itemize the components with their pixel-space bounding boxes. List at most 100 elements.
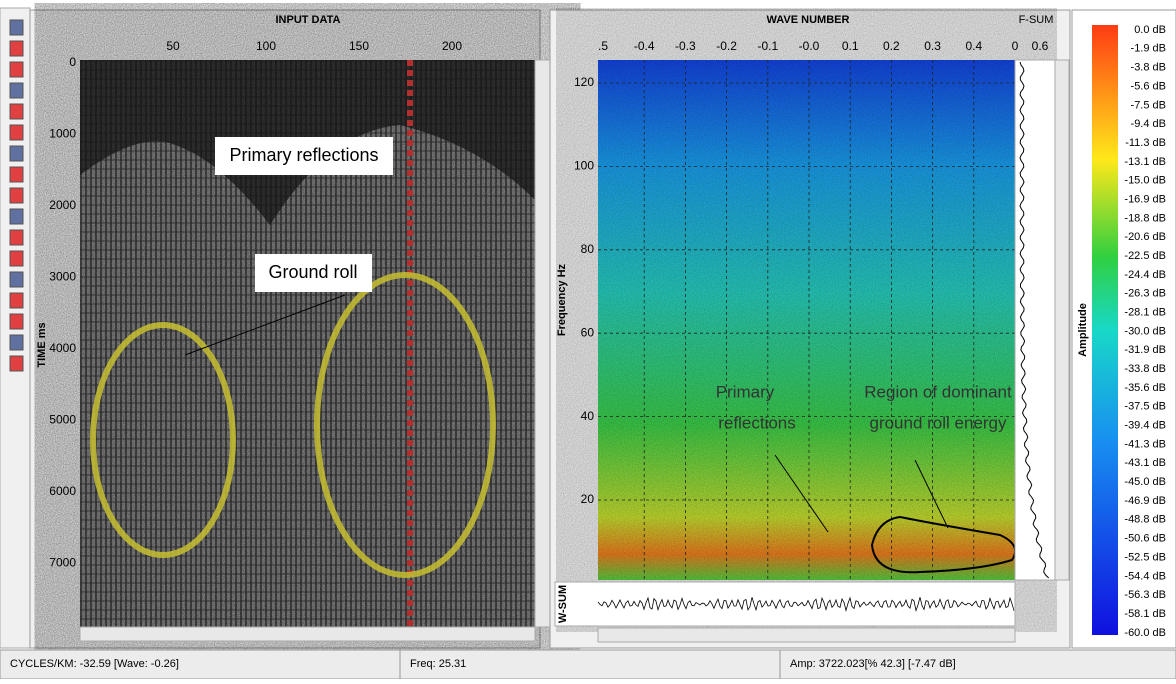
y-tick-label: 0 [69,55,76,69]
tool-button[interactable] [10,167,23,182]
y-tick-label: 120 [574,75,594,89]
tool-button[interactable] [10,20,23,35]
colorbar-label: -16.9 dB [1124,193,1166,205]
page: INPUT DATA501001502000100020003000400050… [0,0,1176,679]
x-tick-label: -0.2 [716,39,737,53]
y-axis-label: TIME ms [36,322,48,367]
colorbar-label: -7.5 dB [1131,99,1166,111]
colorbar-label: -33.8 dB [1124,363,1166,375]
tool-button[interactable] [10,83,23,98]
colorbar-label: -60.0 dB [1124,627,1166,639]
y-tick-label: 5000 [49,413,76,427]
status-text: CYCLES/KM: -32.59 [Wave: -0.26] [10,658,179,670]
x-tick-label: 0.2 [883,39,900,53]
colorbar-label: -24.4 dB [1124,269,1166,281]
colorbar-label: -26.3 dB [1124,288,1166,300]
x-tick-label: 200 [442,39,462,53]
colorbar-label: -3.8 dB [1131,62,1166,74]
colorbar-label: -1.9 dB [1131,43,1166,55]
x-tick-label: 150 [349,39,369,53]
x-tick-label: 0.3 [924,39,941,53]
y-tick-label: 3000 [49,270,76,284]
y-tick-label: 80 [581,242,595,256]
tool-button[interactable] [10,356,23,371]
panel-title: INPUT DATA [276,14,341,26]
colorbar-label: -48.8 dB [1124,514,1166,526]
annotation: Primary [716,382,775,401]
x-tick-label: .5 [598,39,608,53]
x-tick-label: -0.4 [634,39,655,53]
colorbar-label: -41.3 dB [1124,438,1166,450]
tool-button[interactable] [10,41,23,56]
panel-title: W-SUM [557,585,569,623]
y-tick-label: 4000 [49,341,76,355]
tool-button[interactable] [10,314,23,329]
colorbar-label: -13.1 dB [1124,156,1166,168]
annotation: Primary reflections [229,145,378,165]
colorbar [1092,25,1118,635]
y-tick-label: 1000 [49,127,76,141]
tool-button[interactable] [10,272,23,287]
colorbar-label: -39.4 dB [1124,420,1166,432]
tool-button[interactable] [10,230,23,245]
x-tick-label: -0.3 [675,39,696,53]
x-tick-label: 0.4 [965,39,982,53]
tool-button[interactable] [10,188,23,203]
annotation: Region of dominant [864,382,1012,401]
colorbar-label: -31.9 dB [1124,344,1166,356]
tool-button[interactable] [10,104,23,119]
v-scrollbar[interactable] [535,60,550,627]
annotation: Ground roll [268,262,357,282]
colorbar-label: -46.9 dB [1124,495,1166,507]
colorbar-label: -45.0 dB [1124,476,1166,488]
y-tick-label: 6000 [49,484,76,498]
annotation: ground roll energy [869,413,1007,432]
colorbar-label: -50.6 dB [1124,533,1166,545]
y-tick-label: 2000 [49,198,76,212]
panel-title: F-SUM [1019,14,1054,26]
status-text: Amp: 3722.023[% 42.3] [-7.47 dB] [790,658,956,670]
v-scrollbar[interactable] [1055,60,1069,580]
colorbar-label: -18.8 dB [1124,212,1166,224]
tool-button[interactable] [10,251,23,266]
colorbar-label: -56.3 dB [1124,589,1166,601]
spectrum-noise [598,60,1015,580]
tool-button[interactable] [10,209,23,224]
colorbar-label: -28.1 dB [1124,307,1166,319]
y-tick-label: 40 [581,409,595,423]
colorbar-label: -9.4 dB [1131,118,1166,130]
colorbar-title: Amplitude [1077,303,1089,357]
colorbar-label: -43.1 dB [1124,457,1166,469]
y-tick-label: 60 [581,325,595,339]
x-tick-label: 0 [1012,39,1019,53]
h-scrollbar[interactable] [598,628,1015,642]
y-axis-label: Frequency Hz [556,263,568,336]
colorbar-label: 0.0 dB [1134,24,1166,36]
colorbar-label: -15.0 dB [1124,175,1166,187]
tool-button[interactable] [10,125,23,140]
colorbar-label: -54.4 dB [1124,570,1166,582]
tick-label: 0.6 [1032,39,1049,53]
tool-button[interactable] [10,146,23,161]
colorbar-label: -37.5 dB [1124,401,1166,413]
app-window: INPUT DATA501001502000100020003000400050… [0,0,1176,679]
y-tick-label: 100 [574,159,594,173]
h-scrollbar[interactable] [80,627,535,641]
panel-title: WAVE NUMBER [767,14,850,26]
tool-buttons [10,20,23,371]
x-tick-label: -0.1 [757,39,778,53]
tool-button[interactable] [10,293,23,308]
x-tick-label: 100 [256,39,276,53]
colorbar-label: -58.1 dB [1124,608,1166,620]
x-tick-label: 50 [166,39,180,53]
tool-button[interactable] [10,335,23,350]
y-tick-label: 20 [581,492,595,506]
x-tick-label: -0.0 [799,39,820,53]
tool-button[interactable] [10,62,23,77]
status-text: Freq: 25.31 [410,658,466,670]
colorbar-label: -35.6 dB [1124,382,1166,394]
colorbar-label: -20.6 dB [1124,231,1166,243]
colorbar-label: -30.0 dB [1124,325,1166,337]
x-tick-label: 0.1 [842,39,859,53]
colorbar-label: -5.6 dB [1131,80,1166,92]
